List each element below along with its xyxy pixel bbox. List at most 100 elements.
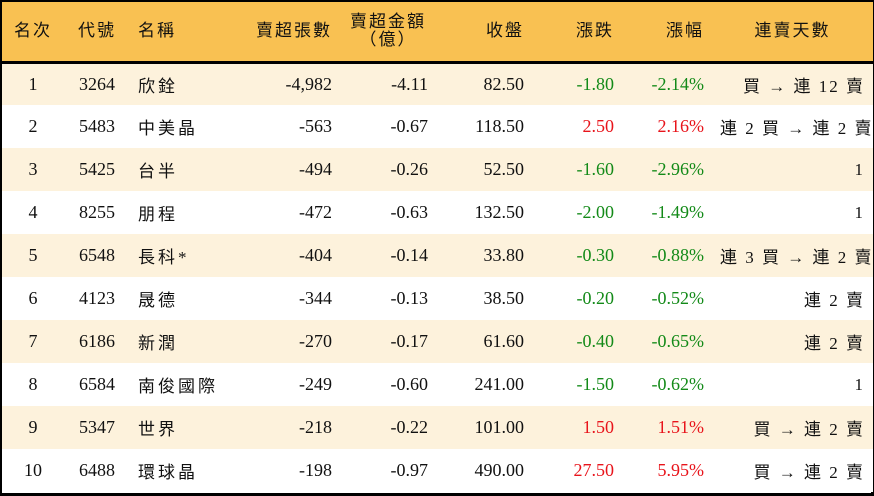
cell-sell-amount: -0.97 — [390, 460, 429, 480]
cell-change: -0.30 — [576, 245, 615, 265]
cell-change-pct: 5.95% — [657, 460, 705, 480]
cell-sell-amount: -0.13 — [390, 288, 429, 308]
table-row: 7 6186 新潤 -270 -0.17 61.60 -0.40 -0.65% … — [2, 320, 873, 363]
header-sell-volume: 賣超張數 — [230, 2, 340, 64]
cell-rank: 1 — [28, 73, 38, 94]
cell-close: 38.50 — [483, 288, 525, 308]
cell-sell-amount: -4.11 — [391, 73, 428, 94]
cell-sell-amount: -0.63 — [390, 202, 429, 222]
cell-change: -1.60 — [576, 159, 615, 179]
cell-code: 6548 — [79, 245, 115, 265]
table-row: 10 6488 環球晶 -198 -0.97 490.00 27.50 5.95… — [2, 449, 873, 492]
cell-streak: 連 2 賣 — [804, 291, 865, 310]
cell-streak: 買 → 連 12 賣 — [743, 76, 865, 96]
cell-name: 新潤 — [138, 334, 178, 353]
cell-streak: 買 → 連 2 賣 — [753, 420, 865, 439]
cell-streak: 連 3 買 → 連 2 賣 — [720, 248, 874, 267]
cell-name: 中美晶 — [138, 119, 198, 138]
header-row: 名次 代號 名稱 賣超張數 賣超金額 （億） 收盤 漲跌 漲幅 連賣天數 — [2, 2, 873, 64]
cell-close: 52.50 — [483, 159, 525, 179]
cell-change-pct: -2.14% — [651, 73, 705, 94]
cell-code: 5425 — [79, 159, 115, 179]
cell-streak: 連 2 買 → 連 2 賣 — [720, 119, 874, 138]
cell-change-pct: -1.49% — [651, 202, 705, 222]
cell-rank: 2 — [28, 116, 38, 136]
cell-change-pct: -0.52% — [651, 288, 705, 308]
cell-streak: 1 — [854, 159, 865, 179]
cell-sell-volume: -472 — [299, 202, 332, 222]
cell-sell-volume: -198 — [299, 460, 332, 480]
cell-rank: 5 — [28, 245, 38, 265]
header-close: 收盤 — [436, 2, 532, 64]
cell-change: 27.50 — [573, 460, 615, 480]
cell-rank: 9 — [28, 417, 38, 437]
cell-sell-amount: -0.14 — [390, 245, 429, 265]
header-sell-amount-line2: （億） — [359, 30, 417, 50]
header-streak: 連賣天數 — [712, 2, 873, 64]
header-sell-amount-line1: 賣超金額 — [350, 12, 426, 32]
cell-name: 世界 — [138, 420, 178, 439]
table-row: 6 4123 晟德 -344 -0.13 38.50 -0.20 -0.52% … — [2, 277, 873, 320]
cell-change-pct: 1.51% — [657, 417, 705, 437]
cell-name: 朋程 — [138, 205, 178, 224]
cell-close: 61.60 — [483, 331, 525, 351]
cell-sell-amount: -0.22 — [390, 417, 429, 437]
table-row: 2 5483 中美晶 -563 -0.67 118.50 2.50 2.16% … — [2, 105, 873, 148]
header-rank: 名次 — [2, 2, 64, 64]
cell-close: 101.00 — [474, 417, 525, 437]
cell-sell-volume: -249 — [299, 374, 332, 394]
cell-sell-volume: -494 — [299, 159, 332, 179]
cell-change: -2.00 — [576, 202, 615, 222]
cell-change: 1.50 — [582, 417, 615, 437]
cell-close: 118.50 — [475, 116, 524, 136]
table-header: 名次 代號 名稱 賣超張數 賣超金額 （億） 收盤 漲跌 漲幅 連賣天數 — [2, 2, 873, 64]
cell-change-pct: -2.96% — [651, 159, 705, 179]
cell-change: 2.50 — [582, 116, 615, 136]
cell-change: -0.40 — [576, 331, 615, 351]
table-row: 1 3264 欣銓 -4,982 -4.11 82.50 -1.80 -2.14… — [2, 62, 873, 105]
cell-streak: 連 2 賣 — [804, 334, 865, 353]
table-row: 4 8255 朋程 -472 -0.63 132.50 -2.00 -1.49%… — [2, 191, 873, 234]
cell-name: 長科* — [138, 248, 190, 267]
cell-name: 晟德 — [138, 291, 178, 310]
cell-sell-amount: -0.26 — [390, 159, 429, 179]
cell-sell-amount: -0.17 — [390, 331, 429, 351]
cell-name: 欣銓 — [138, 76, 178, 96]
cell-rank: 7 — [28, 331, 38, 351]
table-body: 1 3264 欣銓 -4,982 -4.11 82.50 -1.80 -2.14… — [2, 62, 873, 492]
cell-rank: 3 — [28, 159, 38, 179]
cell-code: 6488 — [79, 460, 115, 480]
cell-rank: 4 — [28, 202, 38, 222]
cell-sell-amount: -0.60 — [390, 374, 429, 394]
cell-sell-volume: -563 — [299, 116, 332, 136]
cell-sell-volume: -270 — [299, 331, 332, 351]
cell-sell-volume: -344 — [299, 288, 332, 308]
cell-rank: 6 — [28, 288, 38, 308]
cell-streak: 1 — [854, 202, 865, 222]
cell-change-pct: 2.16% — [657, 116, 705, 136]
cell-sell-volume: -4,982 — [285, 73, 333, 94]
header-name: 名稱 — [130, 2, 230, 64]
table-row: 8 6584 南俊國際 -249 -0.60 241.00 -1.50 -0.6… — [2, 363, 873, 406]
cell-code: 5347 — [79, 417, 115, 437]
header-change: 漲跌 — [532, 2, 622, 64]
cell-close: 132.50 — [474, 202, 525, 222]
table-row: 3 5425 台半 -494 -0.26 52.50 -1.60 -2.96% … — [2, 148, 873, 191]
cell-streak: 買 → 連 2 賣 — [753, 463, 865, 482]
header-sell-amount: 賣超金額 （億） — [340, 2, 436, 64]
table-row: 5 6548 長科* -404 -0.14 33.80 -0.30 -0.88%… — [2, 234, 873, 277]
cell-change-pct: -0.88% — [651, 245, 705, 265]
cell-close: 490.00 — [474, 460, 525, 480]
cell-name: 台半 — [138, 162, 178, 181]
cell-code: 8255 — [79, 202, 115, 222]
header-change-pct: 漲幅 — [622, 2, 712, 64]
cell-rank: 10 — [24, 460, 42, 480]
cell-change-pct: -0.62% — [651, 374, 705, 394]
cell-name: 南俊國際 — [138, 377, 218, 396]
cell-sell-volume: -404 — [299, 245, 332, 265]
cell-code: 6584 — [79, 374, 115, 394]
cell-close: 241.00 — [474, 374, 525, 394]
cell-sell-amount: -0.67 — [390, 116, 429, 136]
